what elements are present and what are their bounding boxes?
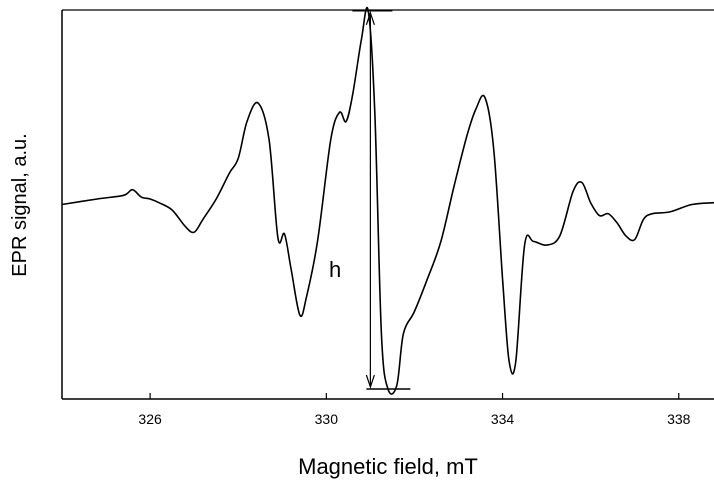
h-marker-arrowhead-top [365,10,375,25]
x-tick-label: 334 [491,411,515,427]
h-marker-arrowhead-bottom [365,374,375,389]
x-tick-label: 338 [667,411,691,427]
annotations: h [329,257,341,282]
h-height-marker [352,10,411,390]
epr-signal-line [61,7,714,395]
x-axis-title: Magnetic field, mT [298,454,478,479]
series-group [61,7,714,395]
h-label: h [329,257,341,282]
x-tick-label: 326 [138,411,162,427]
plot-frame [61,9,714,400]
x-axis-ticks: 326 330 334 338 [138,393,691,427]
y-axis-title: EPR signal, a.u. [9,133,31,276]
x-tick-label: 330 [315,411,339,427]
